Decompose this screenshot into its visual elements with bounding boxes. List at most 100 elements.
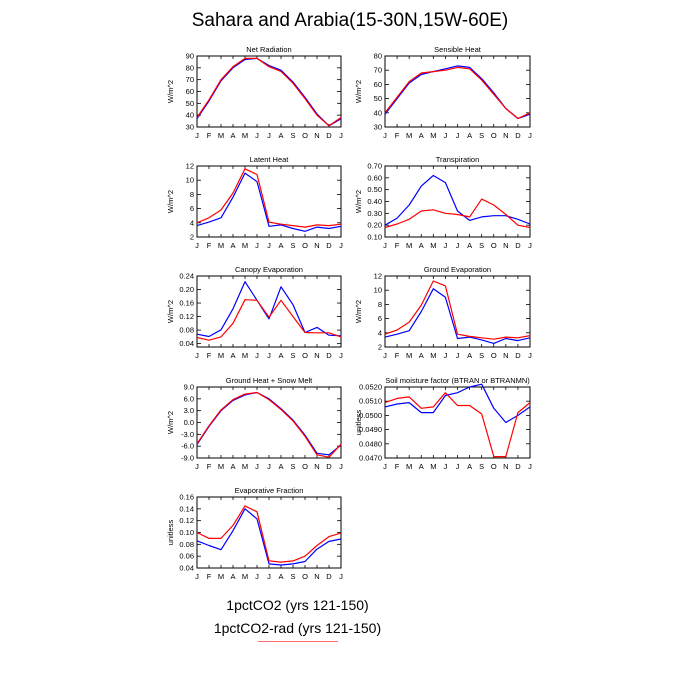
panel-title: Canopy Evaporation xyxy=(235,265,303,274)
plot-frame xyxy=(384,275,531,348)
x-tick-label: J xyxy=(456,462,460,471)
series-line-1pctco2 xyxy=(196,391,342,456)
x-tick-label: F xyxy=(207,131,212,140)
x-tick-label: J xyxy=(195,351,199,360)
x-tick-label: D xyxy=(326,131,332,140)
x-tick-label: O xyxy=(491,462,497,471)
x-tick-label: M xyxy=(406,462,412,471)
y-tick-label: 50 xyxy=(374,94,382,103)
y-tick-label: 9.0 xyxy=(184,383,194,392)
y-axis-label: unitless xyxy=(354,410,363,436)
x-tick-label: F xyxy=(395,241,400,250)
x-tick-label: F xyxy=(207,351,212,360)
series-line-1pctco2-rad xyxy=(196,505,342,563)
x-tick-label: O xyxy=(491,241,497,250)
y-tick-label: 0.70 xyxy=(367,162,382,171)
x-tick-label: M xyxy=(242,131,248,140)
x-tick-label: J xyxy=(255,131,259,140)
x-tick-label: J xyxy=(267,241,271,250)
y-axis-label: W/m^2 xyxy=(166,411,175,434)
x-tick-label: N xyxy=(503,351,508,360)
x-tick-label: S xyxy=(479,351,484,360)
x-tick-label: J xyxy=(444,131,448,140)
x-tick-label: D xyxy=(326,572,332,581)
x-tick-label: D xyxy=(515,351,521,360)
x-tick-label: M xyxy=(242,462,248,471)
y-tick-label: 0.60 xyxy=(367,173,382,182)
x-tick-label: M xyxy=(242,241,248,250)
x-tick-label: J xyxy=(255,351,259,360)
x-tick-label: N xyxy=(503,131,508,140)
y-axis-label: unitless xyxy=(166,520,175,546)
y-tick-label: 0.04 xyxy=(179,339,194,348)
y-tick-label: 0.24 xyxy=(179,272,194,281)
y-tick-label: 0.0470 xyxy=(359,454,382,463)
x-tick-label: J xyxy=(339,351,343,360)
x-tick-label: J xyxy=(528,462,532,471)
legend-label-1pctco2: 1pctCO2 (yrs 121-150) xyxy=(226,597,369,613)
y-tick-label: 70 xyxy=(374,66,382,75)
y-tick-label: 0.30 xyxy=(367,209,382,218)
x-tick-label: J xyxy=(444,351,448,360)
x-tick-label: J xyxy=(383,131,387,140)
x-tick-label: J xyxy=(383,351,387,360)
y-tick-label: 70 xyxy=(186,75,194,84)
series-line-1pctco2-rad xyxy=(384,198,531,229)
x-tick-label: F xyxy=(207,462,212,471)
x-tick-label: J xyxy=(444,462,448,471)
x-tick-label: F xyxy=(395,131,400,140)
x-tick-label: J xyxy=(383,462,387,471)
plot-frame xyxy=(384,55,531,128)
legend-swatch-red xyxy=(258,641,338,642)
y-tick-label: 0.12 xyxy=(179,312,194,321)
x-tick-label: O xyxy=(302,572,308,581)
panel-title: Latent Heat xyxy=(250,155,290,164)
y-tick-label: -9.0 xyxy=(181,454,194,463)
y-tick-label: 4 xyxy=(378,328,382,337)
x-tick-label: F xyxy=(395,351,400,360)
x-tick-label: J xyxy=(528,351,532,360)
x-tick-label: S xyxy=(479,241,484,250)
panel-title: Evaporative Fraction xyxy=(235,486,304,495)
x-tick-label: A xyxy=(230,241,235,250)
x-tick-label: D xyxy=(515,462,521,471)
y-tick-label: 0.20 xyxy=(179,285,194,294)
x-tick-label: J xyxy=(383,241,387,250)
y-tick-label: 60 xyxy=(186,87,194,96)
x-tick-label: A xyxy=(419,351,424,360)
y-tick-label: 0.04 xyxy=(179,564,194,573)
y-tick-label: 30 xyxy=(374,123,382,132)
x-tick-label: S xyxy=(479,131,484,140)
x-tick-label: A xyxy=(230,351,235,360)
x-tick-label: A xyxy=(230,131,235,140)
x-tick-label: S xyxy=(290,131,295,140)
x-tick-label: J xyxy=(456,131,460,140)
y-tick-label: 6.0 xyxy=(184,394,194,403)
y-axis-label: W/m^2 xyxy=(166,300,175,323)
x-tick-label: J xyxy=(444,241,448,250)
x-tick-label: A xyxy=(278,351,283,360)
x-tick-label: J xyxy=(255,462,259,471)
x-tick-label: N xyxy=(503,462,508,471)
x-tick-label: J xyxy=(339,462,343,471)
x-tick-label: J xyxy=(267,572,271,581)
y-tick-label: 6 xyxy=(378,314,382,323)
y-tick-label: 60 xyxy=(374,80,382,89)
x-tick-label: M xyxy=(218,572,224,581)
x-tick-label: A xyxy=(230,462,235,471)
y-tick-label: 0.20 xyxy=(367,221,382,230)
y-tick-label: 40 xyxy=(374,108,382,117)
series-line-1pctco2 xyxy=(196,281,342,338)
x-tick-label: O xyxy=(491,131,497,140)
y-tick-label: 8 xyxy=(378,300,382,309)
x-tick-label: A xyxy=(419,131,424,140)
x-tick-label: O xyxy=(491,351,497,360)
x-tick-label: O xyxy=(302,351,308,360)
x-tick-label: N xyxy=(314,572,319,581)
series-line-1pctco2-rad xyxy=(196,57,342,127)
x-tick-label: N xyxy=(314,462,319,471)
x-tick-label: N xyxy=(503,241,508,250)
